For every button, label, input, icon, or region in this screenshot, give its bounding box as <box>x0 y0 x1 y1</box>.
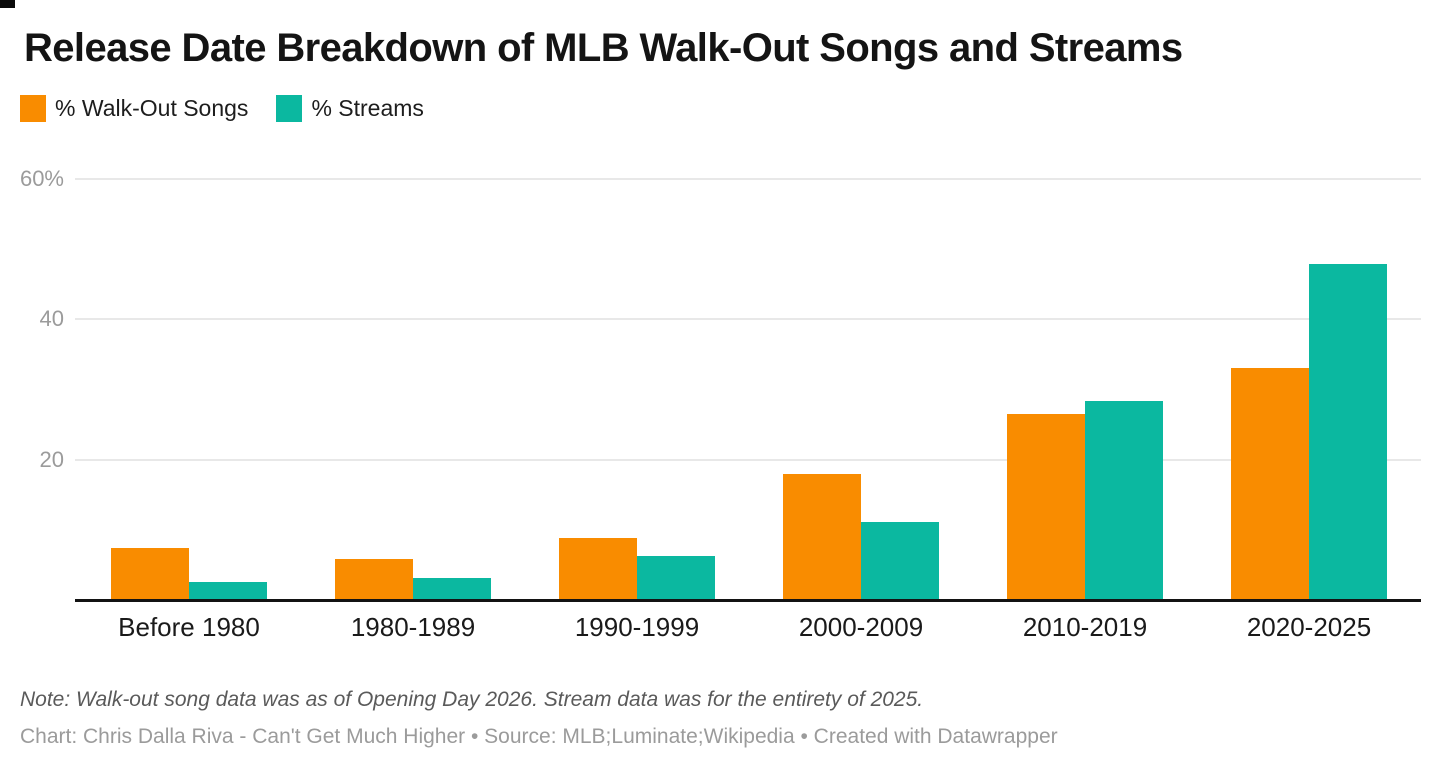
legend-swatch-walk-out-songs <box>20 95 46 122</box>
bar-streams-2010-2019[interactable] <box>1085 401 1163 600</box>
y-axis-label-40: 40 <box>39 306 64 332</box>
y-axis-label-60: 60% <box>19 166 64 191</box>
bar-streams-2000-2009[interactable] <box>861 522 939 600</box>
x-axis-label-1980-1989: 1980-1989 <box>350 612 476 642</box>
y-axis-label-20: 20 <box>39 446 64 472</box>
legend-item-streams: % Streams <box>276 95 424 122</box>
legend-label-streams: % Streams <box>311 95 424 121</box>
bar-streams-before-1980[interactable] <box>189 582 267 600</box>
x-axis-label-before-1980: Before 1980 <box>118 612 260 642</box>
chart-note: Note: Walk-out song data was as of Openi… <box>20 688 924 711</box>
bar-walk-out-songs-1980-1989[interactable] <box>335 559 413 600</box>
legend-label-walk-out-songs: % Walk-Out Songs <box>55 95 249 121</box>
chart-credit: Chart: Chris Dalla Riva - Can't Get Much… <box>20 725 1058 748</box>
bar-walk-out-songs-before-1980[interactable] <box>111 548 189 600</box>
x-axis-line <box>75 599 1421 602</box>
legend: % Walk-Out Songs % Streams <box>20 95 424 122</box>
gridline-60 <box>75 178 1421 180</box>
bar-streams-2020-2025[interactable] <box>1309 264 1387 600</box>
bar-streams-1980-1989[interactable] <box>413 578 491 600</box>
chart-title: Release Date Breakdown of MLB Walk-Out S… <box>24 26 1183 70</box>
gridline-40 <box>75 318 1421 321</box>
legend-item-walk-out-songs: % Walk-Out Songs <box>20 95 248 122</box>
bar-walk-out-songs-2010-2019[interactable] <box>1007 414 1085 600</box>
x-axis-label-2020-2025: 2020-2025 <box>1246 612 1372 642</box>
bar-streams-1990-1999[interactable] <box>637 556 715 600</box>
legend-swatch-streams <box>276 95 303 122</box>
bar-walk-out-songs-2020-2025[interactable] <box>1231 368 1309 600</box>
x-axis-label-2010-2019: 2010-2019 <box>1022 612 1148 642</box>
gridline-20 <box>75 458 1421 461</box>
bar-walk-out-songs-1990-1999[interactable] <box>559 538 637 600</box>
x-axis-label-2000-2009: 2000-2009 <box>798 612 924 642</box>
screen-corner-artifact <box>0 0 15 8</box>
x-axis-label-1990-1999: 1990-1999 <box>574 612 700 642</box>
bar-walk-out-songs-2000-2009[interactable] <box>783 474 861 600</box>
